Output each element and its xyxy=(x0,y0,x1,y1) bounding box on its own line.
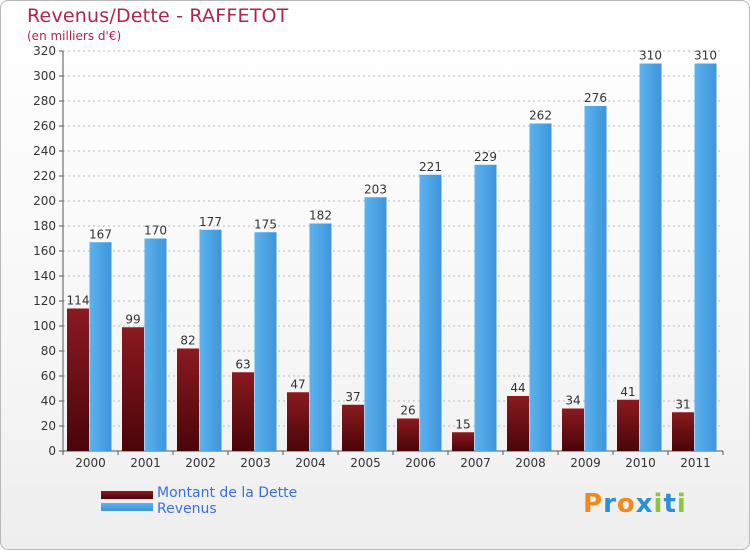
y-tick-label: 200 xyxy=(33,194,56,208)
x-tick-label: 2006 xyxy=(405,456,436,470)
x-tick-label: 2005 xyxy=(350,456,381,470)
logo-letter: P xyxy=(583,489,604,519)
data-label-revenue: 167 xyxy=(89,227,112,241)
data-label-debt: 82 xyxy=(180,334,195,348)
x-tick-label: 2001 xyxy=(130,456,161,470)
y-tick-label: 260 xyxy=(33,119,56,133)
bar-revenue xyxy=(254,232,277,451)
grid-lines xyxy=(59,50,724,455)
data-label-revenue: 262 xyxy=(529,109,552,123)
x-tick-label: 2003 xyxy=(240,456,271,470)
data-label-debt: 37 xyxy=(345,390,360,404)
legend-swatch-revenue xyxy=(101,503,153,511)
logo-letter: r xyxy=(603,489,617,519)
data-label-debt: 26 xyxy=(400,404,415,418)
bar-debt xyxy=(122,327,144,451)
bar-revenue xyxy=(584,106,607,451)
data-label-revenue: 182 xyxy=(309,209,332,223)
data-label-revenue: 221 xyxy=(419,160,442,174)
y-tick-label: 0 xyxy=(48,444,56,458)
data-label-debt: 99 xyxy=(125,312,140,326)
logo-letter: x xyxy=(635,489,654,519)
bar-debt xyxy=(617,399,639,451)
bar-debt xyxy=(672,412,694,451)
x-tick-label: 2000 xyxy=(75,456,106,470)
data-label-revenue: 276 xyxy=(584,91,607,105)
labels: 0 20 40 60 80 100 120 140 160 180 200 220 240 260 280 3… xyxy=(33,44,717,470)
bar-debt xyxy=(232,372,254,451)
x-tick-label: 2008 xyxy=(515,456,546,470)
bar-revenue xyxy=(309,223,332,451)
x-tick-label: 2010 xyxy=(625,456,656,470)
data-label-revenue: 203 xyxy=(364,182,387,196)
y-tick-label: 20 xyxy=(41,419,56,433)
logo-letter: i xyxy=(653,489,664,519)
data-label-debt: 114 xyxy=(67,294,90,308)
data-label-debt: 34 xyxy=(565,394,580,408)
y-tick-label: 180 xyxy=(33,219,56,233)
bar-revenue xyxy=(419,174,442,451)
proxiti-logo: Proxiti xyxy=(583,489,687,519)
bar-revenue xyxy=(199,229,222,451)
y-tick-label: 220 xyxy=(33,169,56,183)
x-tick-label: 2007 xyxy=(460,456,491,470)
data-label-debt: 47 xyxy=(290,377,305,391)
x-tick-label: 2009 xyxy=(570,456,601,470)
y-tick-label: 280 xyxy=(33,94,56,108)
data-label-revenue: 229 xyxy=(474,150,497,164)
legend-label-debt: Montant de la Dette xyxy=(157,485,298,501)
y-tick-label: 80 xyxy=(41,344,56,358)
y-tick-label: 160 xyxy=(33,244,56,258)
bar-debt xyxy=(562,408,584,451)
bar-debt xyxy=(507,396,529,451)
chart-title: Revenus/Dette - RAFFETOT xyxy=(27,5,289,27)
y-tick-label: 300 xyxy=(33,69,56,83)
chart-subtitle: (en milliers d'€) xyxy=(27,29,122,43)
bar-debt xyxy=(177,348,199,451)
legend-swatch-debt xyxy=(101,491,153,499)
y-tick-label: 140 xyxy=(33,269,56,283)
bar-debt xyxy=(342,404,364,451)
x-tick-label: 2002 xyxy=(185,456,216,470)
bar-revenue xyxy=(364,197,387,451)
data-label-debt: 63 xyxy=(235,357,250,371)
data-label-revenue: 177 xyxy=(199,215,222,229)
bar-revenue xyxy=(144,238,167,451)
x-tick-label: 2011 xyxy=(680,456,711,470)
y-tick-label: 120 xyxy=(33,294,56,308)
data-label-revenue: 175 xyxy=(254,217,277,231)
y-tick-label: 60 xyxy=(41,369,56,383)
y-tick-label: 40 xyxy=(41,394,56,408)
data-label-debt: 44 xyxy=(510,381,525,395)
y-tick-label: 240 xyxy=(33,144,56,158)
bar-debt xyxy=(67,308,89,451)
bar-debt xyxy=(397,418,419,451)
data-label-revenue: 310 xyxy=(694,49,717,63)
data-label-revenue: 170 xyxy=(144,224,167,238)
bar-debt xyxy=(452,432,474,451)
data-label-debt: 31 xyxy=(675,397,690,411)
data-label-debt: 41 xyxy=(620,385,635,399)
bar-revenue xyxy=(639,63,662,451)
x-tick-label: 2004 xyxy=(295,456,326,470)
bar-revenue xyxy=(89,242,112,451)
logo-letter: t xyxy=(663,489,677,519)
bar-revenue xyxy=(529,123,552,451)
y-tick-label: 320 xyxy=(33,44,56,58)
data-label-debt: 15 xyxy=(455,417,470,431)
bar-revenue xyxy=(474,164,497,451)
bar-revenue xyxy=(694,63,717,451)
y-tick-label: 100 xyxy=(33,319,56,333)
bars xyxy=(67,63,717,451)
bar-debt xyxy=(287,392,309,451)
logo-letter: i xyxy=(676,489,687,519)
data-label-revenue: 310 xyxy=(639,49,662,63)
logo-letter: o xyxy=(616,489,636,519)
legend-label-revenue: Revenus xyxy=(157,501,217,517)
